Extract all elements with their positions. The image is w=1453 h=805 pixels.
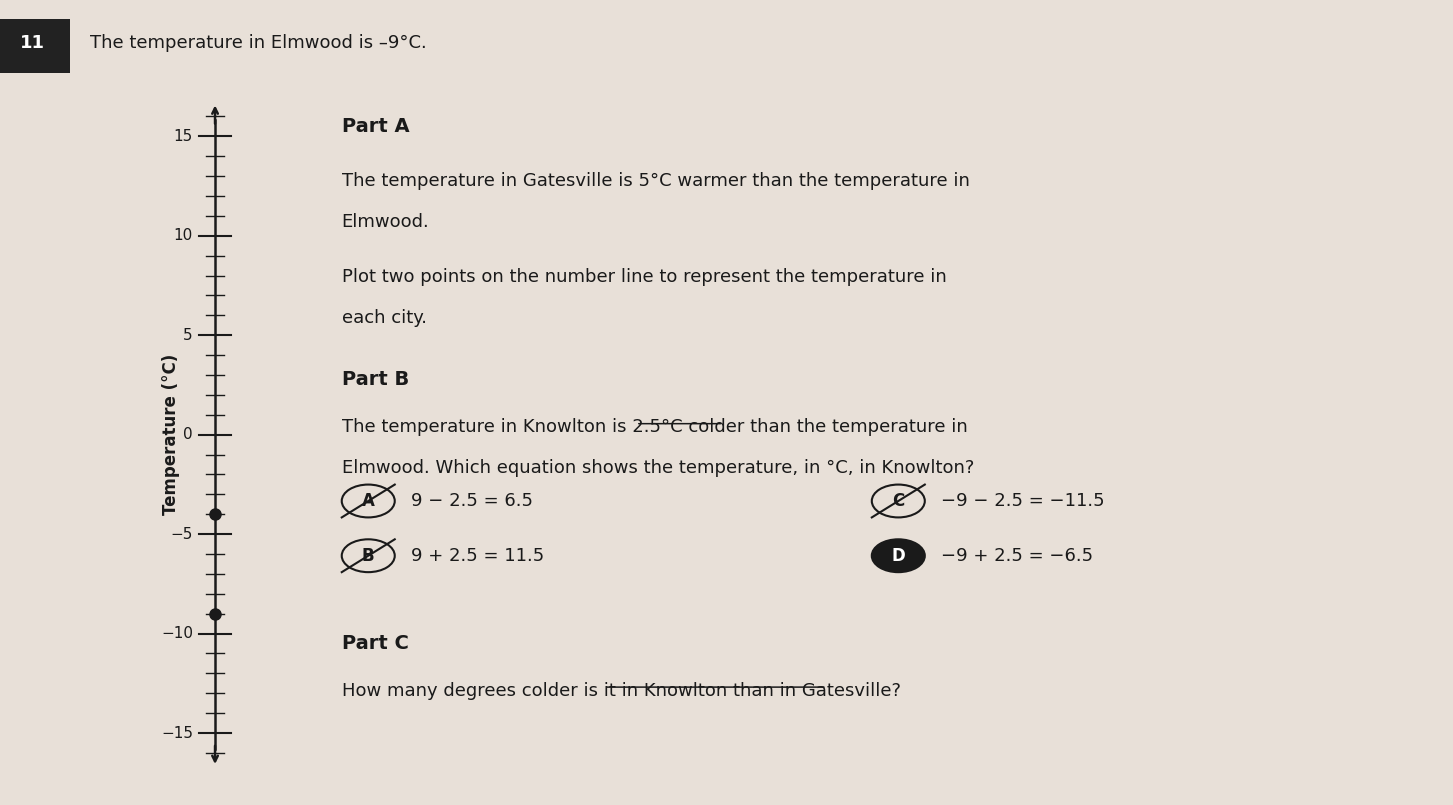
Text: −10: −10 (161, 626, 193, 641)
Text: 0: 0 (183, 427, 193, 442)
Text: C: C (892, 492, 904, 510)
Text: 5: 5 (183, 328, 193, 343)
Text: Part A: Part A (341, 118, 410, 136)
Text: each city.: each city. (341, 309, 427, 327)
Text: −15: −15 (161, 725, 193, 741)
Text: B: B (362, 547, 375, 565)
Text: −5: −5 (170, 526, 193, 542)
Text: 9 − 2.5 = 6.5: 9 − 2.5 = 6.5 (411, 492, 533, 510)
Text: Elmwood.: Elmwood. (341, 213, 430, 231)
Text: The temperature in Elmwood is –9°C.: The temperature in Elmwood is –9°C. (90, 34, 427, 52)
Text: A: A (362, 492, 375, 510)
Text: 15: 15 (174, 129, 193, 144)
Text: D: D (892, 547, 905, 565)
Text: 9 + 2.5 = 11.5: 9 + 2.5 = 11.5 (411, 547, 545, 565)
Text: Part B: Part B (341, 370, 408, 390)
Text: How many degrees colder is it in Knowlton than in Gatesville?: How many degrees colder is it in Knowlto… (341, 682, 901, 700)
FancyBboxPatch shape (0, 19, 70, 72)
Text: Temperature (°C): Temperature (°C) (163, 354, 180, 515)
Text: −9 + 2.5 = −6.5: −9 + 2.5 = −6.5 (942, 547, 1094, 565)
Text: Part C: Part C (341, 634, 408, 653)
Circle shape (872, 539, 924, 572)
Text: The temperature in Gatesville is 5°C warmer than the temperature in: The temperature in Gatesville is 5°C war… (341, 172, 969, 190)
Text: −9 − 2.5 = −11.5: −9 − 2.5 = −11.5 (942, 492, 1104, 510)
Text: 10: 10 (174, 229, 193, 243)
Text: 11: 11 (19, 34, 45, 52)
Text: The temperature in Knowlton is 2.5°C colder than the temperature in: The temperature in Knowlton is 2.5°C col… (341, 419, 968, 436)
Text: Plot two points on the number line to represent the temperature in: Plot two points on the number line to re… (341, 267, 946, 286)
Text: Elmwood. Which equation shows the temperature, in °C, in Knowlton?: Elmwood. Which equation shows the temper… (341, 459, 974, 477)
